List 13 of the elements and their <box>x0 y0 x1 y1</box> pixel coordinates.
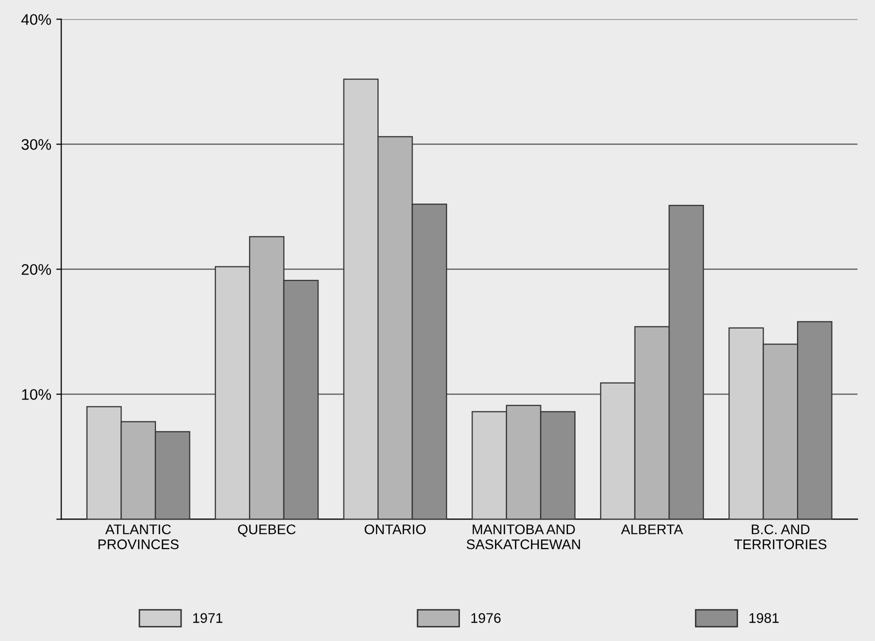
x-tick-label: ALBERTA <box>621 524 683 534</box>
x-tick-label: ONTARIO <box>364 524 426 534</box>
y-tick-label: 40% <box>21 14 51 25</box>
x-tick-label: MANITOBA AND SASKATCHEWAN <box>466 524 580 550</box>
y-tick-label: 30% <box>22 139 51 150</box>
legend-label: 1971 <box>193 613 222 623</box>
y-tick-label: 20% <box>22 264 51 275</box>
y-tick-label: 10% <box>22 389 51 400</box>
x-tick-label: B.C. AND TERRITORIES <box>734 524 826 550</box>
legend-label: 1976 <box>471 613 501 623</box>
x-tick-label: ATLANTIC PROVINCES <box>98 524 179 550</box>
x-tick-label: QUEBEC <box>238 524 296 537</box>
legend-label: 1981 <box>749 613 779 623</box>
